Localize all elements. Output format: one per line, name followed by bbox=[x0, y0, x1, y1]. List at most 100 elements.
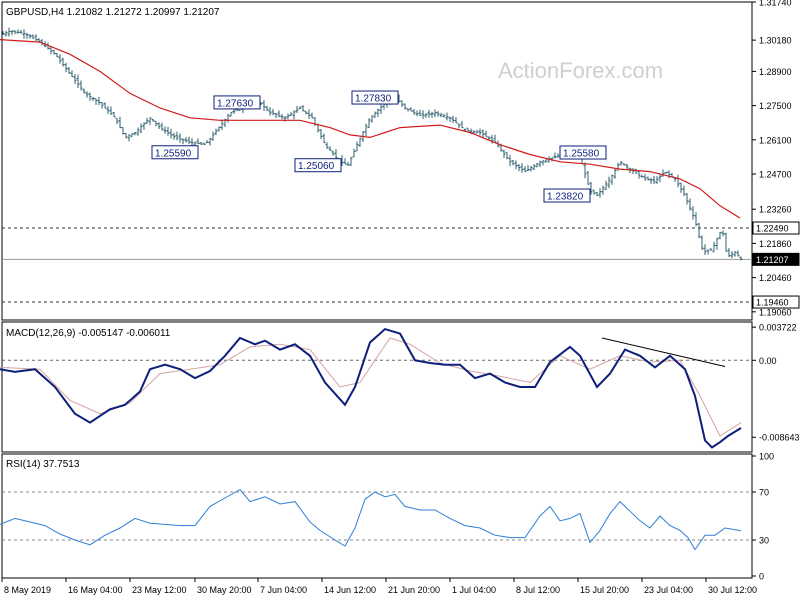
ohlc-bar bbox=[187, 136, 191, 145]
price-annotations: 1.27630 1.25590 1.25060 1.27830 1.25580 1.238… bbox=[151, 90, 607, 203]
ohlc-bar bbox=[436, 111, 440, 117]
ohlc-bar bbox=[625, 163, 629, 170]
ohlc-bar bbox=[154, 120, 158, 127]
ohlc-bar bbox=[100, 102, 104, 109]
ohlc-bar bbox=[292, 110, 296, 120]
ohlc-bar bbox=[475, 129, 479, 134]
ohlc-bar bbox=[118, 116, 122, 129]
ohlc-bar bbox=[31, 34, 35, 39]
ohlc-bar bbox=[448, 116, 452, 122]
ohlc-bar bbox=[601, 185, 605, 195]
ohlc-bar bbox=[274, 113, 278, 118]
ohlc-bar bbox=[343, 158, 347, 165]
price-annotation: 1.25590 bbox=[151, 145, 199, 160]
ohlc-bar bbox=[610, 174, 614, 185]
ohlc-bar bbox=[406, 108, 410, 112]
ohlc-bar bbox=[682, 185, 686, 197]
x-tick-label: 8 May 2019 bbox=[4, 585, 51, 595]
level-label: 1.22490 bbox=[756, 224, 789, 234]
ohlc-bar bbox=[217, 126, 221, 132]
ohlc-bar bbox=[367, 118, 371, 128]
ohlc-bar bbox=[34, 34, 38, 41]
macd-signal-line bbox=[0, 337, 742, 437]
x-tick-label: 7 Jun 04:00 bbox=[260, 585, 307, 595]
x-tick-label: 1 Jul 04:00 bbox=[452, 585, 496, 595]
x-tick-label: 8 Jul 12:00 bbox=[516, 585, 560, 595]
price-annotation: 1.25060 bbox=[294, 158, 342, 173]
ohlc-bar bbox=[370, 115, 374, 123]
ohlc-bar bbox=[124, 132, 128, 139]
ohlc-bar bbox=[478, 128, 482, 136]
ohlc-bar bbox=[109, 106, 113, 115]
ohlc-bar bbox=[355, 141, 359, 152]
ohlc-bar bbox=[196, 138, 200, 145]
ohlc-bar bbox=[658, 173, 662, 183]
moving-average-line bbox=[0, 39, 741, 219]
ohlc-bar bbox=[358, 137, 362, 147]
ohlc-bar bbox=[736, 250, 740, 257]
ohlc-bar bbox=[646, 176, 650, 181]
price-tick-label: 1.27500 bbox=[759, 101, 792, 111]
ohlc-bar bbox=[535, 163, 539, 168]
ohlc-bar bbox=[583, 162, 587, 179]
ohlc-bar bbox=[607, 176, 611, 189]
ohlc-bar bbox=[97, 96, 101, 106]
ohlc-bar bbox=[589, 181, 593, 195]
ohlc-bar bbox=[160, 122, 164, 131]
ohlc-bar bbox=[724, 232, 728, 252]
ohlc-bar bbox=[403, 103, 407, 110]
ohlc-bar bbox=[229, 111, 233, 117]
ohlc-bar bbox=[190, 138, 194, 146]
price-y-ticks: 1.31740 1.30180 1.28900 1.27500 1.26100 1.247… bbox=[752, 0, 792, 317]
ohlc-bar bbox=[4, 30, 8, 37]
ohlc-bar bbox=[289, 112, 293, 116]
ohlc-bar bbox=[622, 163, 626, 166]
ohlc-bar bbox=[661, 169, 665, 177]
macd-tick-label: 0.003722 bbox=[759, 323, 797, 333]
level-label: 1.19460 bbox=[756, 298, 789, 308]
x-tick-label: 14 Jun 12:00 bbox=[324, 585, 376, 595]
price-tick-label: 1.20460 bbox=[759, 273, 792, 283]
ohlc-bar bbox=[82, 88, 86, 94]
ohlc-bar bbox=[514, 160, 518, 170]
ohlc-bar bbox=[352, 148, 356, 158]
ohlc-bar bbox=[331, 150, 335, 156]
ohlc-bar bbox=[553, 152, 557, 159]
x-axis: 8 May 2019 16 May 04:00 23 May 12:00 30 May… bbox=[1, 578, 757, 595]
ohlc-bar bbox=[103, 102, 107, 109]
ohlc-bar bbox=[457, 123, 461, 129]
ohlc-bar bbox=[169, 128, 173, 139]
ohlc-bar bbox=[181, 138, 185, 145]
ohlc-bar bbox=[52, 49, 56, 55]
ohlc-bar bbox=[277, 110, 281, 118]
ohlc-bar bbox=[400, 100, 404, 107]
ohlc-bar bbox=[76, 74, 80, 89]
ohlc-bar bbox=[346, 161, 350, 166]
ohlc-bar bbox=[322, 133, 326, 144]
ohlc-bar bbox=[727, 248, 731, 257]
ohlc-bar bbox=[544, 159, 548, 163]
ohlc-bar bbox=[427, 109, 431, 118]
ohlc-bar bbox=[733, 251, 737, 257]
ohlc-bar bbox=[643, 173, 647, 181]
ohlc-bar bbox=[598, 188, 602, 198]
ohlc-bar bbox=[55, 53, 59, 58]
ohlc-bar bbox=[691, 206, 695, 220]
ohlc-bar bbox=[214, 128, 218, 136]
rsi-line bbox=[0, 488, 742, 551]
ohlc-bar bbox=[451, 115, 455, 124]
ohlc-bar bbox=[304, 110, 308, 115]
ohlc-bar bbox=[511, 159, 515, 166]
x-tick-label: 30 May 20:00 bbox=[197, 585, 252, 595]
price-tick-label: 1.30180 bbox=[759, 36, 792, 46]
ohlc-bar bbox=[703, 244, 707, 255]
ohlc-bar bbox=[166, 126, 170, 136]
ohlc-bar bbox=[490, 134, 494, 144]
ohlc-bar bbox=[13, 30, 17, 35]
ohlc-bar bbox=[532, 164, 536, 171]
price-panel: GBPUSD,H4 1.21082 1.21272 1.20997 1.2120… bbox=[0, 0, 800, 321]
ohlc-bar bbox=[364, 123, 368, 137]
ohlc-bar bbox=[652, 175, 656, 185]
ohlc-bar bbox=[61, 57, 65, 67]
ohlc-bar bbox=[184, 136, 188, 143]
